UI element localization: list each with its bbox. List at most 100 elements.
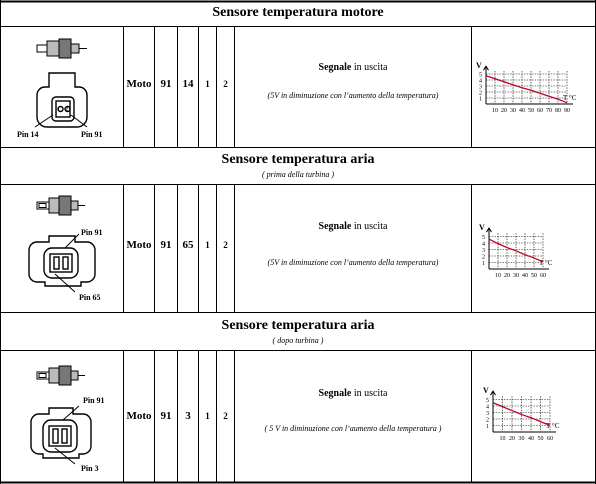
x-tick-label: 30 (513, 273, 519, 279)
temperature-sensor-icon (36, 195, 85, 216)
x-tick-label: 20 (501, 108, 507, 114)
x-tick-label: 10 (500, 436, 506, 442)
x-tick-label: 30 (510, 108, 516, 114)
pin-label-b: Pin 65 (79, 293, 101, 302)
x-tick-label: 10 (492, 108, 498, 114)
connector-pin-1: 1 (57, 107, 60, 113)
y-tick-label: 5 (486, 398, 489, 404)
y-axis-label: V (476, 61, 482, 70)
index-2: 2 (223, 240, 228, 250)
x-tick-label: 30 (519, 436, 525, 442)
connector-pin-2: 2 (65, 107, 68, 113)
y-tick-label: 2 (486, 418, 489, 424)
x-tick-label: 40 (522, 273, 528, 279)
pin-label-a: Pin 91 (83, 396, 105, 405)
voltage-curve (485, 75, 568, 104)
section-title-engine-temp: Sensore temperatura motore (212, 5, 384, 20)
pin-number-1: 91 (160, 78, 172, 90)
x-axis-label: T °C (563, 94, 577, 102)
section-title-air-temp-pre: Sensore temperatura aria (221, 152, 375, 167)
pin-label-b: Pin 3 (81, 464, 99, 473)
signal-note: (5V in diminuzione con l’aumento della t… (267, 258, 439, 267)
y-tick-label: 4 (482, 242, 485, 248)
connector-icon (28, 235, 96, 287)
x-tick-label: 60 (540, 273, 546, 279)
signal-label: Segnale (318, 62, 352, 73)
x-tick-label: 90 (564, 108, 570, 114)
pin-number-2: 3 (185, 410, 191, 422)
system-label: Moto (126, 78, 152, 90)
x-tick-label: 20 (509, 436, 515, 442)
connector-icon (30, 407, 92, 459)
x-tick-label: 20 (504, 273, 510, 279)
x-tick-label: 80 (555, 108, 561, 114)
y-axis-arrow (483, 65, 489, 71)
pin-label-a: Pin 91 (81, 228, 103, 237)
y-axis-label: V (479, 223, 485, 232)
x-tick-label: 50 (531, 273, 537, 279)
system-label: Moto (126, 410, 152, 422)
index-1: 1 (205, 79, 210, 89)
y-tick-label: 4 (479, 79, 482, 85)
x-tick-label: 50 (528, 108, 534, 114)
pin-number-1: 91 (160, 239, 172, 251)
x-tick-label: 40 (528, 436, 534, 442)
pin-number-2: 14 (182, 78, 194, 90)
index-2: 2 (223, 79, 228, 89)
x-axis-label: T °C (539, 259, 553, 267)
x-tick-label: 50 (538, 436, 544, 442)
signal-label: Segnale (318, 221, 352, 232)
y-axis-arrow (486, 227, 492, 233)
sensor-diagram-engine: 1 2 Pin 14 Pin 91 (17, 38, 103, 139)
y-tick-label: 5 (482, 235, 485, 241)
pin-number-2: 65 (182, 239, 194, 251)
voltage-curve (488, 238, 544, 263)
signal-rest: in uscita (351, 221, 388, 232)
signal-note: (5V in diminuzione con l’aumento della t… (267, 91, 439, 100)
connector-icon (36, 72, 88, 128)
signal-description: Segnale in uscita (5V in diminuzione con… (235, 221, 471, 267)
sensor-diagram-air-post: Pin 91 Pin 3 (30, 365, 105, 473)
x-tick-label: 40 (519, 108, 525, 114)
temperature-sensor-icon (36, 38, 87, 59)
y-tick-label: 1 (479, 97, 482, 103)
section-subtitle-post: ( dopo turbina ) (272, 336, 324, 345)
y-axis-arrow (490, 390, 496, 396)
voltage-curve (492, 402, 551, 427)
temperature-sensor-icon (36, 365, 85, 386)
pin-label-b: Pin 91 (81, 130, 103, 139)
x-tick-label: 60 (547, 436, 553, 442)
signal-label: Segnale (318, 388, 352, 399)
signal-description: Segnale in uscita ( 5 V in diminuzione c… (235, 388, 471, 433)
x-tick-label: 60 (537, 108, 543, 114)
pin-number-1: 91 (160, 410, 172, 422)
y-tick-label: 1 (482, 261, 485, 267)
y-tick-label: 5 (479, 73, 482, 79)
index-1: 1 (205, 240, 210, 250)
x-tick-label: 70 (546, 108, 552, 114)
x-axis-label: T °C (546, 422, 560, 430)
signal-rest: in uscita (351, 388, 388, 399)
y-tick-label: 3 (486, 411, 489, 417)
section-subtitle-pre: ( prima della turbina ) (262, 170, 334, 179)
y-tick-label: 2 (479, 91, 482, 97)
pin-label-a: Pin 14 (17, 130, 39, 139)
sensor-diagram-air-pre: Pin 91 Pin 65 (28, 195, 103, 302)
y-tick-label: 1 (486, 424, 489, 430)
y-tick-label: 4 (486, 405, 489, 411)
y-tick-label: 2 (482, 255, 485, 261)
section-title-air-temp-post: Sensore temperatura aria (221, 318, 375, 333)
index-2: 2 (223, 411, 228, 421)
x-tick-label: 10 (495, 273, 501, 279)
y-axis-label: V (483, 386, 489, 395)
signal-rest: in uscita (351, 62, 388, 73)
signal-note: ( 5 V in diminuzione con l’aumento della… (264, 424, 442, 433)
y-tick-label: 3 (479, 85, 482, 91)
index-1: 1 (205, 411, 210, 421)
y-tick-label: 3 (482, 248, 485, 254)
